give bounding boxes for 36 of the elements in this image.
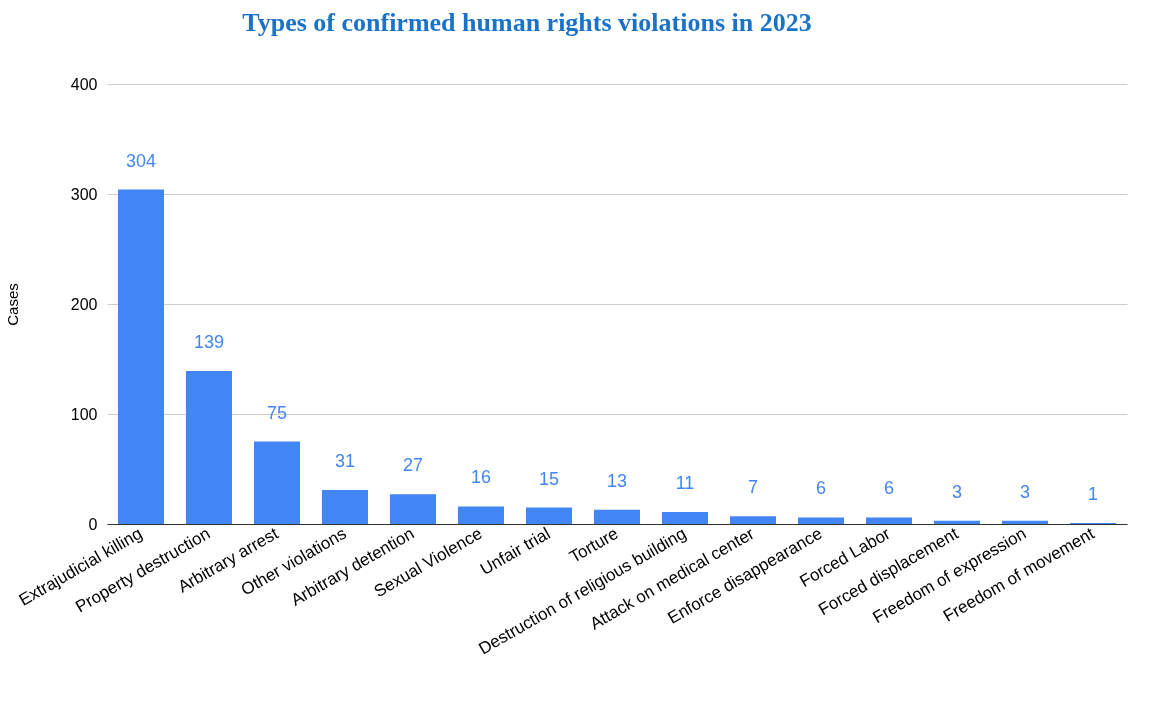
bar	[526, 507, 572, 524]
bar	[186, 371, 232, 524]
bar	[730, 516, 776, 524]
bar	[594, 509, 640, 524]
data-label: 139	[193, 332, 225, 353]
data-label: 31	[334, 450, 356, 471]
bar	[866, 517, 912, 524]
bar	[390, 494, 436, 524]
data-label: 11	[675, 472, 695, 493]
bar	[254, 441, 300, 524]
data-label: 1	[1087, 483, 1099, 504]
y-axis-title: Cases	[3, 283, 21, 326]
data-label: 7	[747, 477, 759, 498]
y-tick-label: 100	[70, 405, 98, 423]
data-label: 75	[266, 402, 288, 423]
data-label: 3	[951, 481, 963, 502]
data-label: 15	[538, 468, 560, 489]
data-label: 27	[402, 455, 424, 476]
bar	[118, 189, 164, 524]
data-label: 3	[1019, 481, 1031, 502]
bar	[1002, 520, 1048, 524]
data-label: 16	[470, 467, 492, 488]
y-tick-label: 0	[88, 515, 98, 533]
chart-title: Types of confirmed human rights violations in 2023	[242, 8, 812, 37]
bar	[322, 489, 368, 524]
bar	[798, 517, 844, 524]
bar	[458, 506, 504, 524]
y-tick-label: 200	[70, 295, 98, 313]
data-label: 304	[125, 150, 157, 171]
bar	[662, 511, 708, 524]
data-label: 6	[883, 478, 895, 499]
y-tick-label: 400	[70, 75, 98, 93]
data-label: 13	[606, 470, 628, 491]
bar	[934, 520, 980, 524]
y-tick-label: 300	[70, 185, 98, 203]
data-label: 6	[815, 478, 827, 499]
